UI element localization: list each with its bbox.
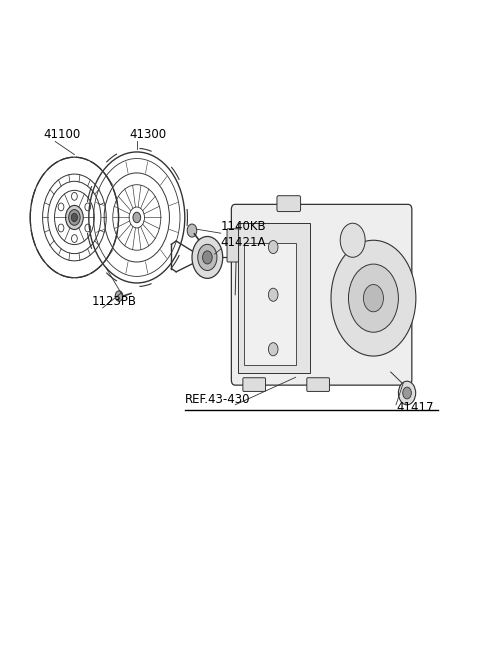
- Circle shape: [69, 210, 80, 225]
- FancyBboxPatch shape: [277, 196, 300, 212]
- Circle shape: [192, 236, 223, 278]
- Text: 41417: 41417: [396, 401, 433, 414]
- Circle shape: [198, 244, 217, 271]
- Text: REF.43-430: REF.43-430: [185, 393, 250, 406]
- Circle shape: [348, 264, 398, 332]
- Circle shape: [340, 223, 365, 257]
- FancyBboxPatch shape: [307, 378, 329, 392]
- Circle shape: [268, 240, 278, 253]
- Bar: [238, 223, 310, 373]
- Circle shape: [133, 212, 141, 223]
- FancyBboxPatch shape: [227, 229, 239, 262]
- FancyBboxPatch shape: [231, 204, 412, 385]
- Text: 41300: 41300: [130, 128, 167, 141]
- Text: 41100: 41100: [43, 128, 81, 141]
- Bar: [244, 243, 296, 365]
- Circle shape: [268, 288, 278, 301]
- Circle shape: [203, 251, 212, 264]
- Circle shape: [331, 240, 416, 356]
- Circle shape: [403, 387, 411, 399]
- Text: 1123PB: 1123PB: [91, 295, 136, 308]
- FancyBboxPatch shape: [243, 378, 265, 392]
- Text: 41421A: 41421A: [221, 236, 266, 249]
- Circle shape: [66, 206, 83, 229]
- Circle shape: [363, 284, 384, 312]
- Text: 1140KB: 1140KB: [221, 219, 266, 233]
- Circle shape: [72, 214, 77, 221]
- Circle shape: [187, 224, 197, 237]
- Circle shape: [268, 343, 278, 356]
- Circle shape: [115, 291, 123, 301]
- Circle shape: [398, 381, 416, 405]
